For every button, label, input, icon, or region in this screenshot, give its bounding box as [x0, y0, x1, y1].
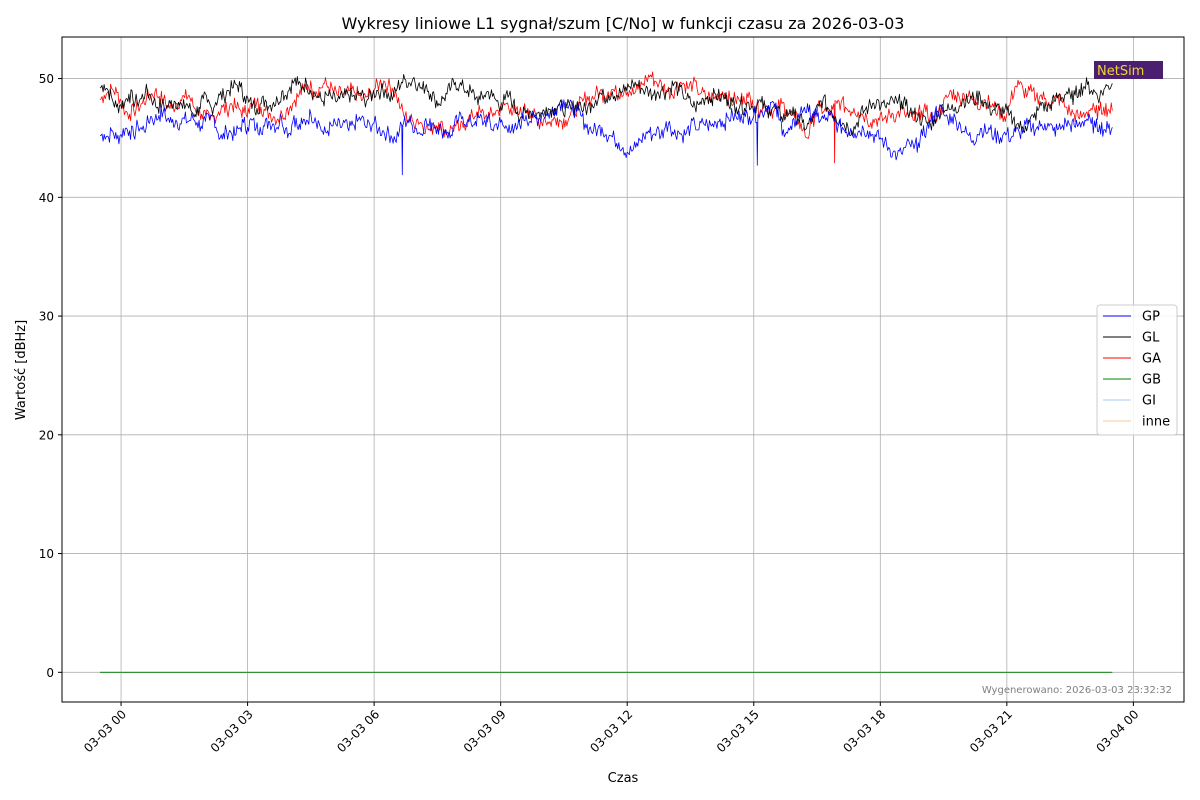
series-layer [99, 71, 1113, 673]
series-line-gp [99, 99, 1113, 176]
legend-label-ga: GA [1142, 352, 1161, 367]
legend-label-inne: inne [1142, 415, 1170, 430]
y-axis-label: Wartość [dBHz] [14, 320, 29, 420]
y-tick-label: 30 [39, 310, 54, 324]
logo-text: NetSim [1097, 64, 1144, 79]
legend-label-gl: GL [1142, 331, 1160, 346]
y-tick-label: 20 [39, 428, 54, 442]
series-line-gl [99, 74, 1113, 137]
y-tick-label: 40 [39, 191, 54, 205]
logo-background [1094, 61, 1163, 79]
y-tick-label: 50 [39, 72, 54, 86]
x-axis-label: Czas [608, 771, 639, 786]
legend: GP GL GA GB GI inne [1096, 304, 1178, 436]
grid [62, 37, 1184, 702]
legend-label-gb: GB [1142, 373, 1161, 388]
netsim-logo: NetSim [1094, 61, 1163, 79]
plot-frame [61, 36, 1185, 703]
legend-label-gp: GP [1142, 310, 1160, 325]
chart-title: Wykresy liniowe L1 sygnał/szum [C/No] w … [342, 14, 905, 33]
y-tick-label: 0 [46, 666, 54, 680]
generated-timestamp: Wygenerowano: 2026-03-03 23:32:32 [982, 685, 1172, 696]
y-tick-label: 10 [39, 547, 54, 561]
legend-label-gi: GI [1142, 394, 1156, 409]
